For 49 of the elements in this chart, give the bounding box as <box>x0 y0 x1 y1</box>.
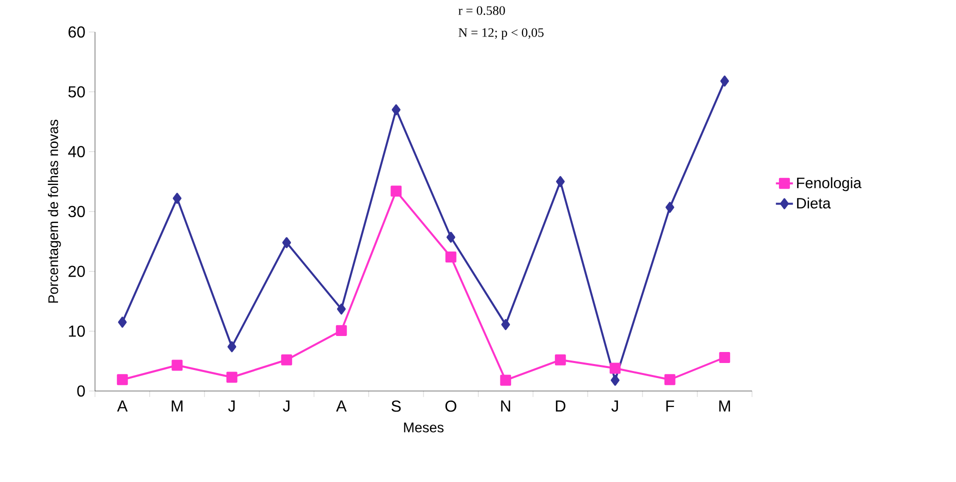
x-tick-label: M <box>719 400 730 412</box>
point <box>282 237 291 248</box>
x-tick-label: J <box>611 400 618 412</box>
point <box>719 352 730 363</box>
point <box>116 374 128 386</box>
y-tick-label: 30 <box>68 206 85 218</box>
point <box>446 232 456 243</box>
y-tick-label: 0 <box>77 385 85 397</box>
x-tick-label: S <box>392 400 401 412</box>
point <box>501 319 510 330</box>
y-tick-label: 60 <box>68 26 85 38</box>
x-tick-label: O <box>445 400 456 412</box>
point <box>226 372 238 383</box>
point <box>228 341 236 352</box>
x-tick-label: J <box>228 400 235 412</box>
point <box>392 104 400 116</box>
x-tick-label: J <box>282 400 290 412</box>
text: r = 0.580 <box>458 6 505 15</box>
x-tick-label: N <box>501 400 510 412</box>
annotation: N = 12; p < 0,05 <box>458 28 544 40</box>
x-tick-label: D <box>556 400 566 412</box>
point <box>664 374 676 386</box>
y-axis-title: Porcentagem de folhas novas <box>48 120 61 303</box>
point <box>720 76 729 87</box>
point <box>281 354 292 366</box>
y-tick-label: 20 <box>68 266 85 277</box>
x-tick-label: A <box>117 400 128 412</box>
point <box>610 362 621 374</box>
x-tick-label: M <box>172 400 182 412</box>
legend-label: Dieta <box>797 198 831 209</box>
x-tick-label: F <box>666 400 674 412</box>
point <box>556 176 565 188</box>
point <box>445 251 456 262</box>
point <box>666 202 674 213</box>
point <box>118 316 127 328</box>
point <box>390 186 402 197</box>
point <box>500 374 512 386</box>
point <box>337 304 346 315</box>
point <box>336 325 347 336</box>
y-tick-label: 40 <box>68 146 85 158</box>
point <box>610 374 620 386</box>
y-tick-label: 50 <box>68 86 85 98</box>
point <box>172 360 183 371</box>
y-tick-label: 10 <box>68 326 85 337</box>
point <box>554 354 566 366</box>
point <box>172 192 182 204</box>
x-axis-title: Meses <box>404 422 444 432</box>
legend-label: Fenologia <box>797 177 862 192</box>
x-tick-label: A <box>336 400 347 412</box>
